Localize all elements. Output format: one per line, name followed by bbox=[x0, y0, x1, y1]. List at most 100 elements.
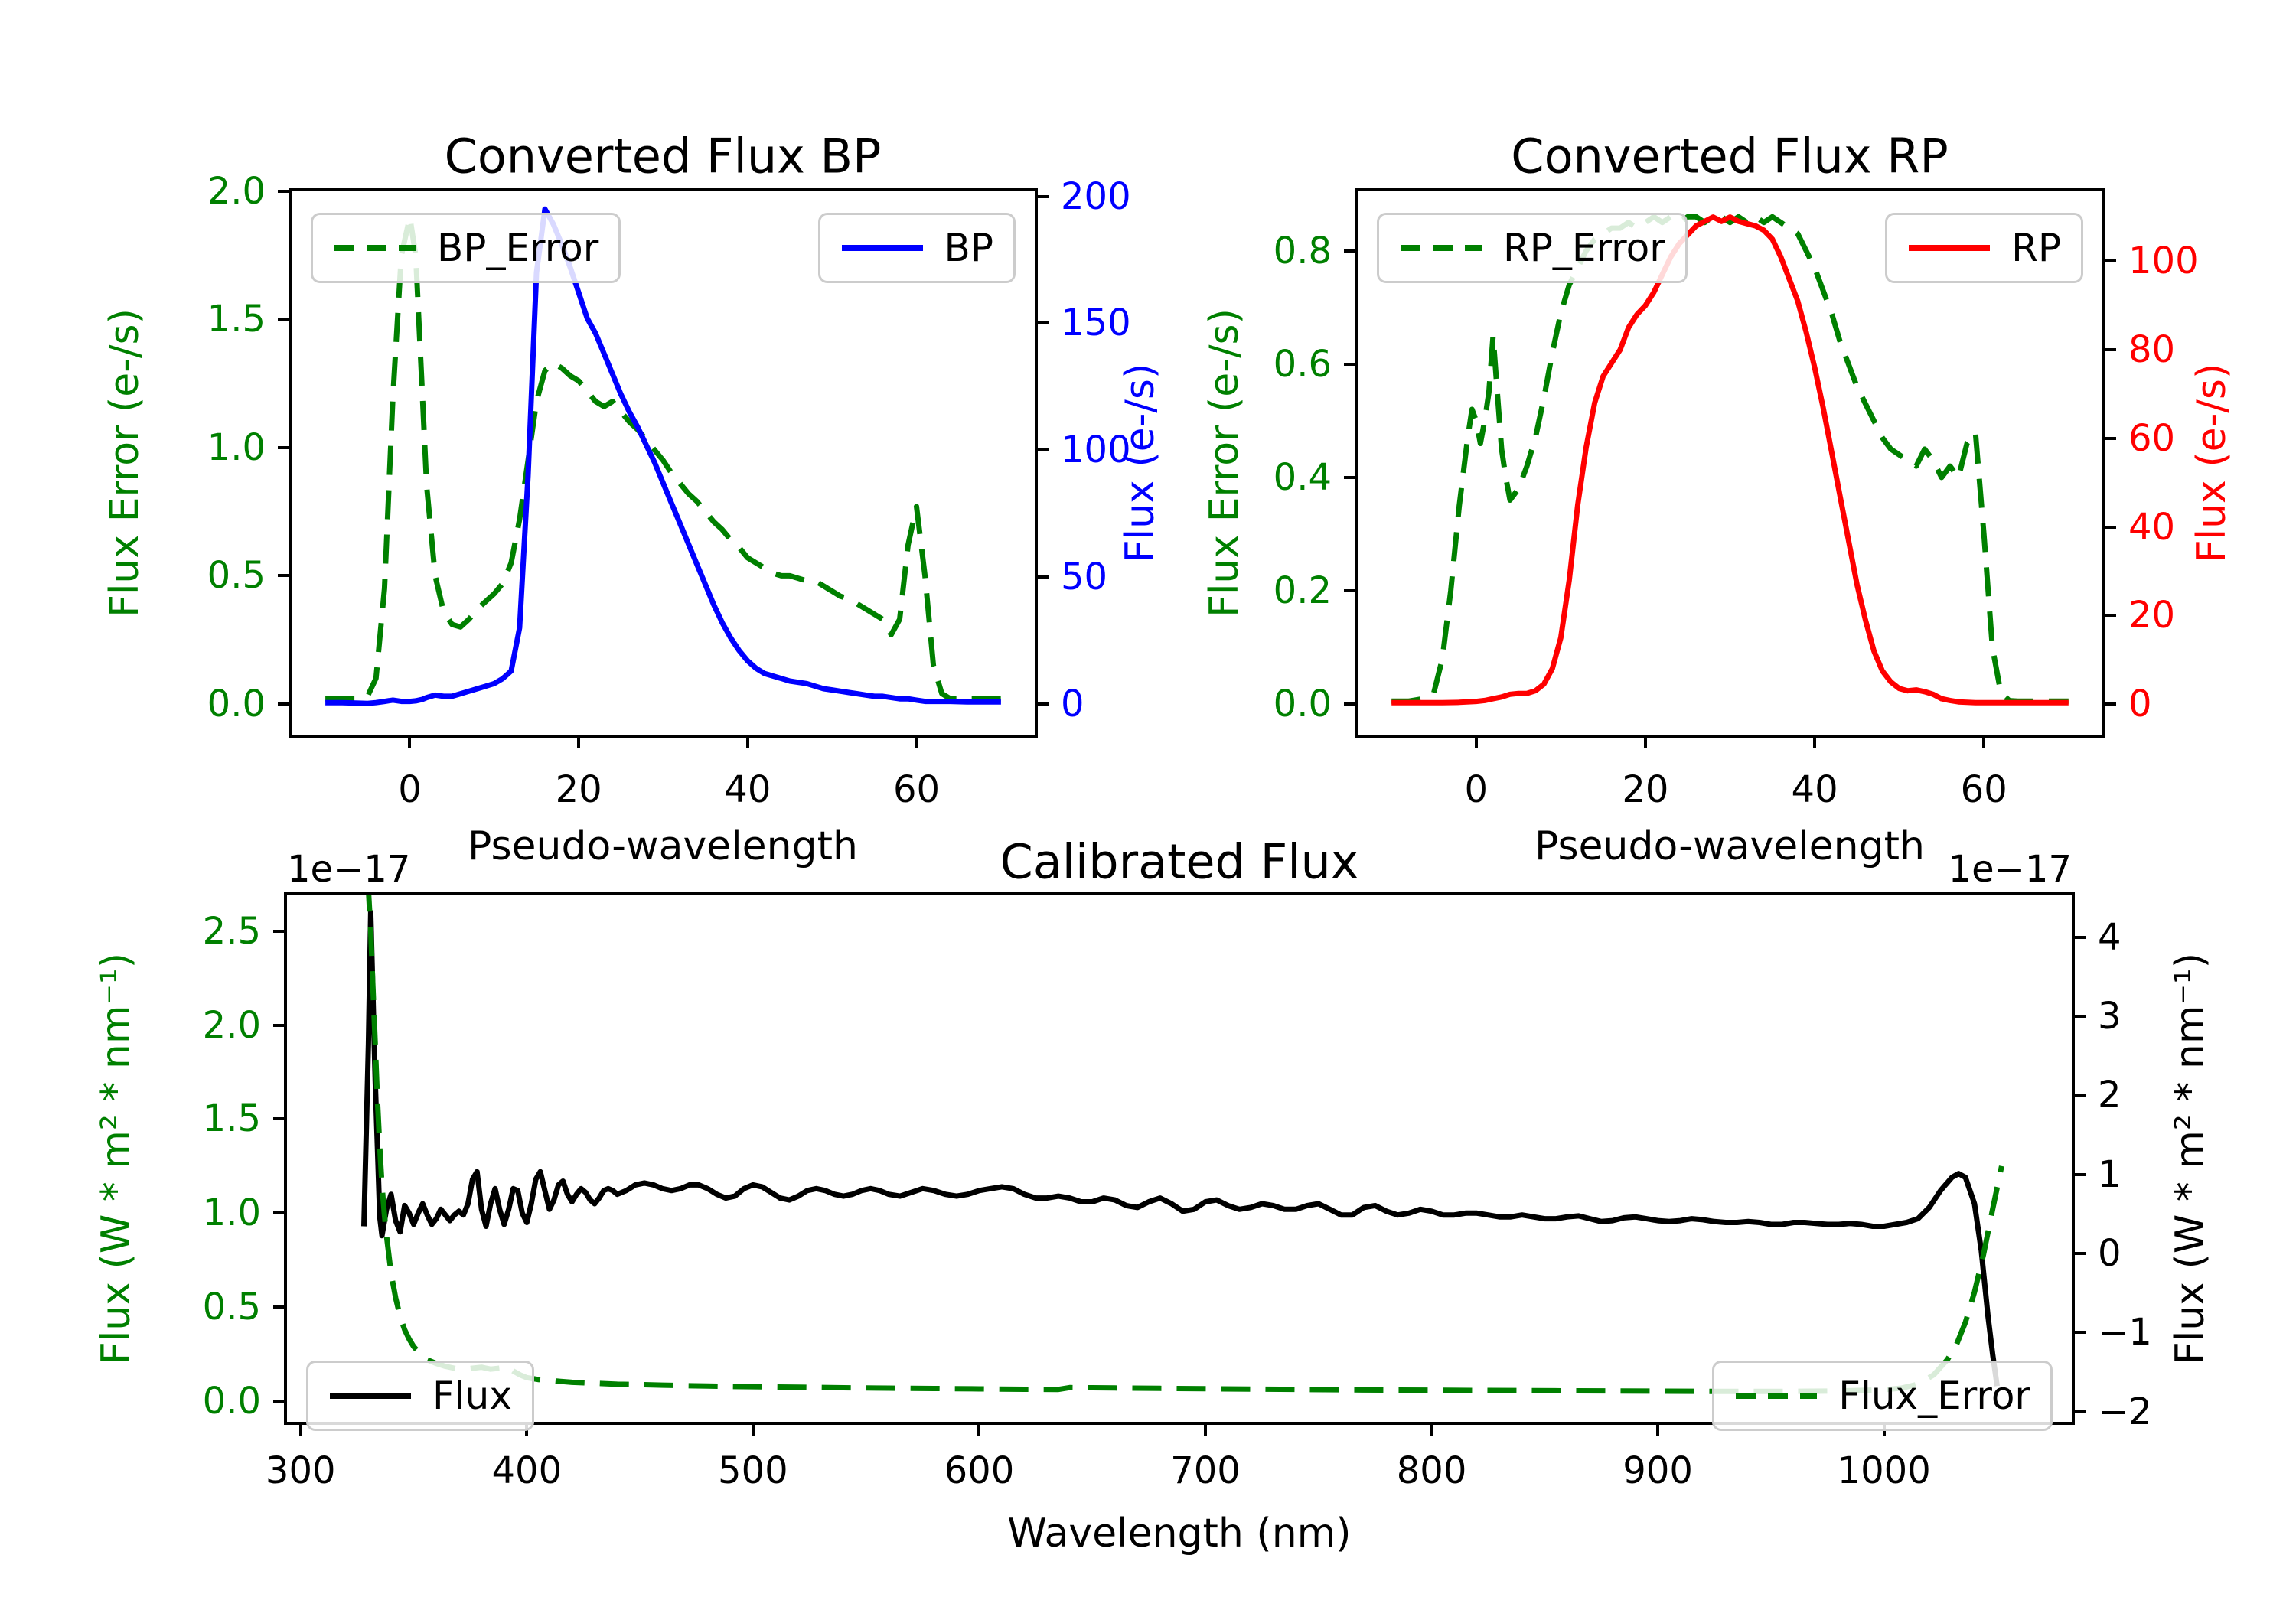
y-tick-label-right: 0 bbox=[2098, 1231, 2122, 1275]
x-tick-label: 20 bbox=[1622, 768, 1669, 811]
y-tick-label-left: 0.0 bbox=[1273, 683, 1332, 726]
y-tick-label-right: 0 bbox=[2128, 683, 2152, 726]
x-axis-label-calibrated: Wavelength (nm) bbox=[1007, 1511, 1352, 1556]
y-tick-label-right: 2 bbox=[2098, 1074, 2122, 1117]
y-tick-left bbox=[273, 1399, 284, 1403]
subplot-title-calibrated: Calibrated Flux bbox=[1000, 833, 1359, 890]
y-tick-label-left: 0.0 bbox=[207, 682, 266, 725]
curve-bp_error bbox=[325, 214, 1001, 702]
y-tick-left bbox=[1344, 475, 1355, 479]
y-tick-right bbox=[2075, 1015, 2086, 1019]
y-tick-label-left: 1.5 bbox=[202, 1097, 261, 1141]
y-tick-right bbox=[2075, 1410, 2086, 1413]
y-tick-left bbox=[1344, 249, 1355, 253]
x-tick-label: 700 bbox=[1170, 1449, 1241, 1492]
legend-bp: BP bbox=[817, 213, 1016, 283]
y-tick-label-right: 200 bbox=[1061, 174, 1131, 218]
y-tick-label-left: 0.8 bbox=[1273, 229, 1332, 272]
y-tick-right bbox=[2075, 1094, 2086, 1097]
y-tick-right bbox=[1038, 448, 1049, 452]
y-tick-left bbox=[278, 318, 289, 321]
x-tick bbox=[1982, 738, 1986, 748]
y-tick-right bbox=[1038, 194, 1049, 198]
y-tick-label-left: 1.0 bbox=[202, 1191, 261, 1235]
legend-label: BP bbox=[944, 226, 993, 270]
x-tick-label: 40 bbox=[1791, 768, 1838, 811]
y-tick-right bbox=[2105, 702, 2116, 706]
y-tick-right bbox=[2075, 935, 2086, 939]
y-tick-right bbox=[2075, 1331, 2086, 1335]
subplot-title-bp: Converted Flux BP bbox=[444, 128, 882, 184]
legend-line-sample bbox=[841, 245, 923, 251]
x-tick bbox=[577, 738, 581, 748]
curve-bp bbox=[325, 206, 1001, 706]
y-tick-label-left: 0.5 bbox=[202, 1286, 261, 1329]
y-tick-label-left: 2.0 bbox=[202, 1003, 261, 1047]
y-tick-label-right: 40 bbox=[2128, 505, 2176, 549]
y-tick-right bbox=[2075, 1172, 2086, 1176]
y-tick-left bbox=[273, 1211, 284, 1215]
legend-label: BP_Error bbox=[437, 226, 599, 270]
y-tick-right bbox=[2105, 348, 2116, 352]
x-tick bbox=[1813, 738, 1817, 748]
plot-area-cal bbox=[361, 895, 2004, 1394]
y-tick-right bbox=[1038, 702, 1049, 706]
legend-rp: RP bbox=[1885, 213, 2083, 283]
y-tick-left bbox=[278, 702, 289, 706]
legend-line-sample bbox=[330, 1393, 411, 1399]
legend-label: RP bbox=[2011, 226, 2061, 270]
plot-area-bp bbox=[325, 206, 1001, 706]
x-tick-label: 800 bbox=[1396, 1449, 1467, 1492]
y-axis-label-rp-error: Flux Error (e-/s) bbox=[1202, 308, 1247, 618]
y-tick-label-right: 100 bbox=[1061, 429, 1131, 472]
y-tick-label-left: 0.0 bbox=[202, 1379, 261, 1423]
y-tick-right bbox=[1038, 575, 1049, 579]
y-tick-right bbox=[2105, 259, 2116, 263]
plot-area-rp bbox=[1391, 214, 2069, 706]
legend-line-sample bbox=[1401, 245, 1482, 251]
y-tick-label-left: 2.0 bbox=[207, 170, 266, 213]
x-tick bbox=[745, 738, 749, 748]
y-tick-label-right: 0 bbox=[1061, 682, 1084, 725]
x-tick bbox=[408, 738, 412, 748]
y-tick-label-left: 0.4 bbox=[1273, 455, 1332, 499]
x-tick bbox=[1203, 1425, 1207, 1436]
x-tick bbox=[1656, 1425, 1660, 1436]
axis-offset-text-left: 1e−17 bbox=[287, 848, 411, 891]
y-tick-label-left: 0.6 bbox=[1273, 342, 1332, 386]
y-tick-label-left: 0.2 bbox=[1273, 569, 1332, 612]
x-axis-label-rp: Pseudo-wavelength bbox=[1534, 823, 1925, 869]
y-tick-label-right: 1 bbox=[2098, 1152, 2122, 1196]
x-tick-label: 600 bbox=[944, 1449, 1015, 1492]
axis-offset-text-right: 1e−17 bbox=[1948, 848, 2072, 891]
x-tick-label: 500 bbox=[718, 1449, 788, 1492]
x-tick bbox=[915, 738, 918, 748]
y-tick-label-right: 80 bbox=[2128, 328, 2176, 372]
y-tick-label-right: 3 bbox=[2098, 995, 2122, 1038]
legend-line-sample bbox=[1909, 245, 1991, 251]
y-tick-left bbox=[1344, 362, 1355, 366]
legend-flux_error: Flux_Error bbox=[1712, 1361, 2053, 1431]
x-tick bbox=[1474, 738, 1478, 748]
x-tick bbox=[1430, 1425, 1433, 1436]
x-tick bbox=[751, 1425, 755, 1436]
y-axis-label-cal-flux-right: Flux (W * m² * nm⁻¹) bbox=[2167, 952, 2213, 1365]
y-tick-label-right: −2 bbox=[2098, 1390, 2152, 1433]
legend-rp_error: RP_Error bbox=[1377, 213, 1688, 283]
x-tick-label: 20 bbox=[555, 768, 602, 811]
y-tick-label-right: −1 bbox=[2098, 1311, 2152, 1354]
y-tick-label-right: 150 bbox=[1061, 302, 1131, 345]
legend-bp_error: BP_Error bbox=[311, 213, 621, 283]
x-tick bbox=[298, 1425, 302, 1436]
y-tick-left bbox=[278, 190, 289, 193]
legend-label: Flux_Error bbox=[1838, 1374, 2030, 1418]
y-axis-label-rp-flux: Flux (e-/s) bbox=[2189, 363, 2235, 563]
y-axis-label-bp-error: Flux Error (e-/s) bbox=[102, 308, 148, 618]
x-axis-label-bp: Pseudo-wavelength bbox=[468, 823, 858, 869]
y-tick-label-right: 50 bbox=[1061, 556, 1108, 599]
y-tick-left bbox=[273, 929, 284, 933]
y-tick-label-right: 4 bbox=[2098, 915, 2122, 959]
x-tick-label: 300 bbox=[265, 1449, 336, 1492]
y-tick-label-right: 100 bbox=[2128, 240, 2199, 283]
